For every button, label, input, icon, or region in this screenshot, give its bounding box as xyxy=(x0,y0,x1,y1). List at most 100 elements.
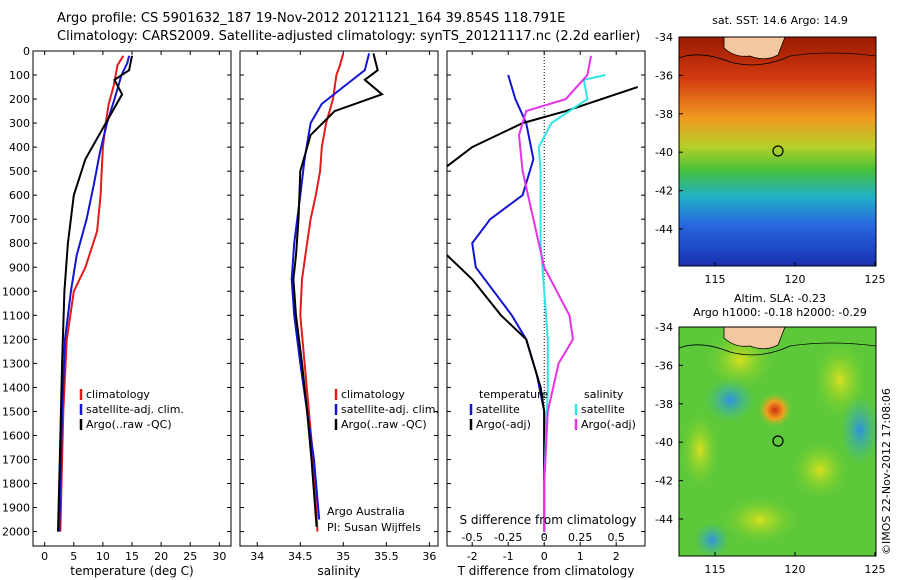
depth-tick-label: 1100 xyxy=(2,309,30,322)
depth-tick-label: 200 xyxy=(9,93,30,106)
map-y-tick-label: -40 xyxy=(655,146,673,159)
top-tick-label: -0.5 xyxy=(461,531,482,544)
map-x-tick-label: 125 xyxy=(865,273,886,286)
pi-label: PI: Susan Wijffels xyxy=(327,521,421,534)
argo-australia-label: Argo Australia xyxy=(327,505,405,518)
argo-position-marker xyxy=(772,145,784,157)
depth-axis: 0 100 200 300 400 500 600 700 800 900 1000 1100 1200… xyxy=(2,45,30,539)
x-tick-label: 34.5 xyxy=(288,550,313,563)
sla-map-title1: Altim. SLA: -0.23 xyxy=(734,292,826,305)
x-tick-label: 5 xyxy=(70,550,77,563)
x-tick-label: -2 xyxy=(467,550,478,563)
legend-label: Argo(..raw -QC) xyxy=(341,418,427,431)
x-tick-label: 0 xyxy=(541,550,548,563)
depth-tick-label: 800 xyxy=(9,237,30,250)
map-y-tick-label: -40 xyxy=(655,436,673,449)
depth-tick-label: 400 xyxy=(9,141,30,154)
map-y-tick-label: -36 xyxy=(655,359,673,372)
depth-tick-label: 500 xyxy=(9,165,30,178)
depth-tick-label: 1000 xyxy=(2,285,30,298)
salinity-panel-frame xyxy=(239,50,439,547)
depth-tick-label: 1600 xyxy=(2,429,30,442)
depth-tick-label: 600 xyxy=(9,189,30,202)
series-line-satellite-adj-clim- xyxy=(290,53,371,520)
difference-panel: -2-1012-0.5-0.2500.250.5temperaturesatel… xyxy=(446,50,645,563)
depth-tick-label: 1900 xyxy=(2,502,30,515)
x-tick-label: 2 xyxy=(613,550,620,563)
map-axes: -34 -36 -38 -40 -42 -44 115 120 125 -34 -36 -38 -40 -… xyxy=(655,31,885,576)
depth-tick-label: 1700 xyxy=(2,453,30,466)
depth-tick-label: 0 xyxy=(23,45,30,58)
series-line-argo-raw-qc- xyxy=(292,53,384,527)
depth-tick-label: 700 xyxy=(9,213,30,226)
depth-tick-label: 1400 xyxy=(2,381,30,394)
series-line-argo-raw-qc- xyxy=(57,55,133,532)
top-tick-label: -0.25 xyxy=(494,531,522,544)
series-line-argo-adj- xyxy=(446,86,639,168)
x-tick-label: -1 xyxy=(503,550,514,563)
x-tick-label: 25 xyxy=(183,550,197,563)
salinity-xlabel: salinity xyxy=(317,564,360,578)
legend-label: satellite xyxy=(476,403,520,416)
map-x-tick-label: 115 xyxy=(705,563,726,576)
series-line-climatology xyxy=(299,53,345,532)
legend-label: salinity xyxy=(584,388,624,401)
tdiff-xlabel: T difference from climatology xyxy=(457,564,635,578)
sla-map-title2: Argo h1000: -0.18 h2000: -0.29 xyxy=(693,306,867,319)
map-x-tick-label: 115 xyxy=(705,273,726,286)
argo-position-marker-sla xyxy=(772,435,784,447)
map-y-tick-label: -36 xyxy=(655,69,673,82)
depth-tick-label: 2000 xyxy=(2,526,30,539)
x-tick-label: 34 xyxy=(250,550,264,563)
figure-title-line2: Climatology: CARS2009. Satellite-adjuste… xyxy=(57,29,641,44)
depth-tick-label: 1800 xyxy=(2,478,30,491)
x-tick-label: 0 xyxy=(41,550,48,563)
x-tick-label: 10 xyxy=(96,550,110,563)
map-x-tick-label: 120 xyxy=(785,563,806,576)
depth-tick-label: 100 xyxy=(9,69,30,82)
sla-map xyxy=(678,326,880,558)
series-line-satellite xyxy=(537,74,606,532)
depth-tick-label: 1500 xyxy=(2,405,30,418)
depth-tick-label: 300 xyxy=(9,117,30,130)
map-y-tick-label: -42 xyxy=(655,475,673,488)
temperature-xlabel: temperature (deg C) xyxy=(70,564,193,578)
depth-tick-label: 1200 xyxy=(2,333,30,346)
sst-map-title: sat. SST: 14.6 Argo: 14.9 xyxy=(712,14,848,27)
map-x-tick-label: 125 xyxy=(865,563,886,576)
salinity-panel: 34 34.5 35 35.5 36 climatology satellite-adj. … xyxy=(240,50,439,563)
difference-panel-frame xyxy=(446,50,646,547)
sst-map xyxy=(678,36,877,267)
temperature-panel: 0 5 10 15 20 25 30 climatology satellite-adj. cl… xyxy=(33,50,231,563)
legend-label: satellite xyxy=(581,403,625,416)
x-tick-label: 15 xyxy=(125,550,139,563)
series-line-satellite-adj-clim- xyxy=(58,55,131,532)
series-line-argo-adj- xyxy=(446,254,546,532)
x-tick-label: 20 xyxy=(154,550,168,563)
map-y-tick-label: -34 xyxy=(655,31,673,44)
x-tick-label: 30 xyxy=(212,550,226,563)
series-line-argo-adj- xyxy=(517,55,592,532)
legend-label: temperature xyxy=(479,388,548,401)
map-y-tick-label: -34 xyxy=(655,321,673,334)
legend-label: satellite-adj. clim. xyxy=(86,403,184,416)
map-y-tick-label: -44 xyxy=(655,513,673,526)
map-y-tick-label: -42 xyxy=(655,185,673,198)
map-x-tick-label: 120 xyxy=(785,273,806,286)
top-tick-label: 0.25 xyxy=(568,531,593,544)
map-y-tick-label: -44 xyxy=(655,223,673,236)
x-tick-label: 35 xyxy=(336,550,350,563)
sdiff-toplabel: S difference from climatology xyxy=(460,513,637,527)
legend-label: Argo(-adj) xyxy=(476,418,531,431)
map-y-tick-label: -38 xyxy=(655,398,673,411)
series-line-satellite xyxy=(471,74,546,532)
depth-tick-label: 1300 xyxy=(2,357,30,370)
x-tick-label: 36 xyxy=(422,550,436,563)
legend-label: satellite-adj. clim. xyxy=(341,403,439,416)
map-y-tick-label: -38 xyxy=(655,108,673,121)
legend-label: Argo(..raw -QC) xyxy=(86,418,172,431)
legend-label: climatology xyxy=(86,388,150,401)
legend-label: climatology xyxy=(341,388,405,401)
figure-title-line1: Argo profile: CS 5901632_187 19-Nov-2012… xyxy=(57,11,566,26)
